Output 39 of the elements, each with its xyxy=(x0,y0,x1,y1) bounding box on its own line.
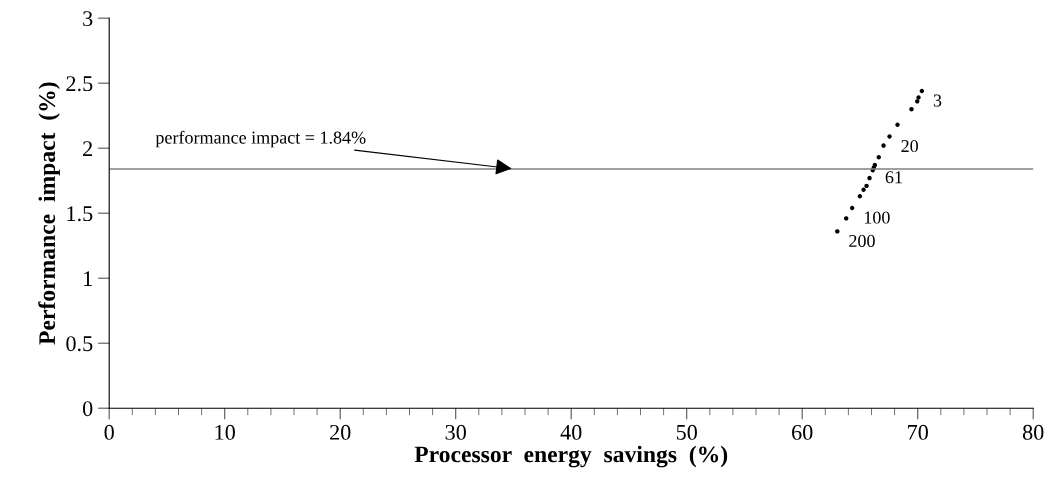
y-tick-label: 1.5 xyxy=(67,206,93,222)
y-tick-label: 2.5 xyxy=(66,76,93,92)
x-tick-label: 10 xyxy=(215,424,235,440)
annotation: 3 xyxy=(933,94,942,107)
point xyxy=(881,143,886,148)
point xyxy=(916,95,921,100)
y-tick-label: 3 xyxy=(83,11,93,27)
y-tick-label: 0 xyxy=(82,401,93,417)
x-tick-label: 70 xyxy=(908,424,928,440)
point xyxy=(849,205,855,211)
point xyxy=(835,229,840,234)
point xyxy=(915,99,920,104)
point xyxy=(861,187,866,193)
x-axis-title: Processor energy savings (%) xyxy=(414,445,728,468)
point xyxy=(867,175,872,181)
point xyxy=(876,155,881,160)
x-tick-label: 80 xyxy=(1022,424,1044,440)
y-axis-title: Performance impact (%) xyxy=(38,82,60,345)
y-tick-label: 2 xyxy=(83,141,92,156)
point xyxy=(864,183,869,189)
point xyxy=(857,194,863,199)
annotation: 20 xyxy=(901,139,918,153)
x-tick-label: 30 xyxy=(445,424,466,440)
point xyxy=(887,134,892,139)
annotation: 61 xyxy=(885,171,902,184)
annotation: performance impact = 1.84% xyxy=(155,130,366,148)
x-tick-label: 60 xyxy=(792,424,813,440)
annotation: 200 xyxy=(849,234,875,248)
y-tick-label: 0.5 xyxy=(66,336,93,352)
annotation: 100 xyxy=(864,211,890,224)
x-tick-label: 40 xyxy=(560,424,582,440)
point xyxy=(895,122,900,127)
point xyxy=(919,88,925,94)
x-tick-label: 0 xyxy=(104,424,114,440)
point xyxy=(843,216,849,221)
y-tick-label: 1 xyxy=(84,271,92,286)
point xyxy=(909,106,914,112)
x-tick-label: 20 xyxy=(330,424,351,440)
x-tick-label: 50 xyxy=(676,424,697,440)
